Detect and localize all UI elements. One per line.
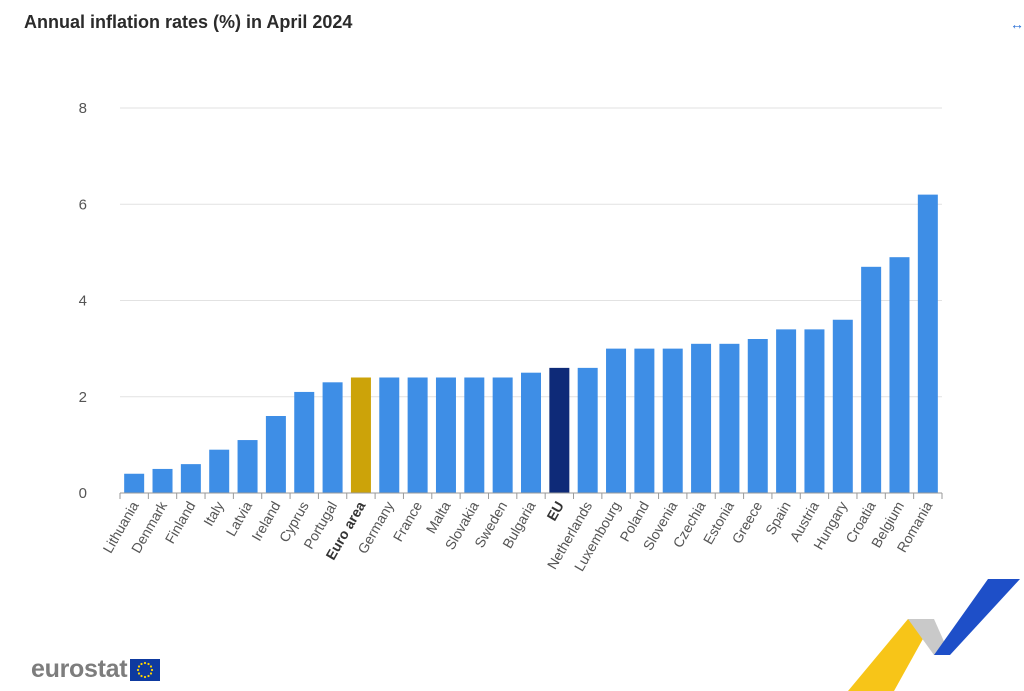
bar-france[interactable] xyxy=(407,377,428,494)
bar-poland[interactable] xyxy=(634,348,655,493)
bar-portugal[interactable] xyxy=(322,382,343,493)
bar-slovakia[interactable] xyxy=(464,377,485,494)
bar-croatia[interactable] xyxy=(861,266,882,493)
bar-italy[interactable] xyxy=(209,449,230,493)
y-tick-label: 6 xyxy=(79,196,87,213)
x-tick-label: Italy xyxy=(200,499,227,529)
x-tick-label: EU xyxy=(543,499,567,524)
expand-icon[interactable]: ↔ xyxy=(1010,16,1024,32)
bar-cyprus[interactable] xyxy=(294,391,315,493)
bar-latvia[interactable] xyxy=(237,440,258,493)
logo-text: eurostat xyxy=(31,655,128,683)
bar-romania[interactable] xyxy=(917,194,938,493)
bar-luxembourg[interactable] xyxy=(606,348,627,493)
bar-czechia[interactable] xyxy=(691,343,712,493)
bar-austria[interactable] xyxy=(804,329,825,493)
bar-belgium[interactable] xyxy=(889,257,910,493)
bar-denmark[interactable] xyxy=(152,468,173,493)
bar-hungary[interactable] xyxy=(832,319,853,493)
bar-slovenia[interactable] xyxy=(662,348,683,493)
x-axis xyxy=(119,492,943,499)
bar-lithuania[interactable] xyxy=(124,473,145,493)
bar-greece[interactable] xyxy=(747,339,768,493)
x-tick-label: France xyxy=(390,498,426,544)
bar-estonia[interactable] xyxy=(719,343,740,493)
bar-finland[interactable] xyxy=(180,464,201,493)
y-tick-label: 4 xyxy=(79,293,87,310)
y-tick-label: 2 xyxy=(79,389,87,406)
bar-euro-area[interactable] xyxy=(350,377,371,494)
y-tick-label: 0 xyxy=(79,485,87,502)
eu-flag-icon xyxy=(130,658,161,681)
bar-ireland[interactable] xyxy=(265,416,286,493)
bar-malta[interactable] xyxy=(435,377,456,494)
bars xyxy=(124,194,938,494)
y-axis-ticks: 0 2 4 6 8 xyxy=(79,100,87,502)
bar-bulgaria[interactable] xyxy=(521,372,541,493)
bar-eu[interactable] xyxy=(549,367,570,493)
bar-netherlands[interactable] xyxy=(577,367,598,493)
eurostat-logo[interactable]: eurostat xyxy=(31,655,161,684)
bar-spain[interactable] xyxy=(776,329,797,493)
decorative-ribbon xyxy=(848,579,1020,691)
bar-sweden[interactable] xyxy=(492,377,513,494)
chart-title: Annual inflation rates (%) in April 2024 xyxy=(24,12,353,32)
y-tick-label: 8 xyxy=(79,100,87,117)
bar-germany[interactable] xyxy=(379,377,400,494)
